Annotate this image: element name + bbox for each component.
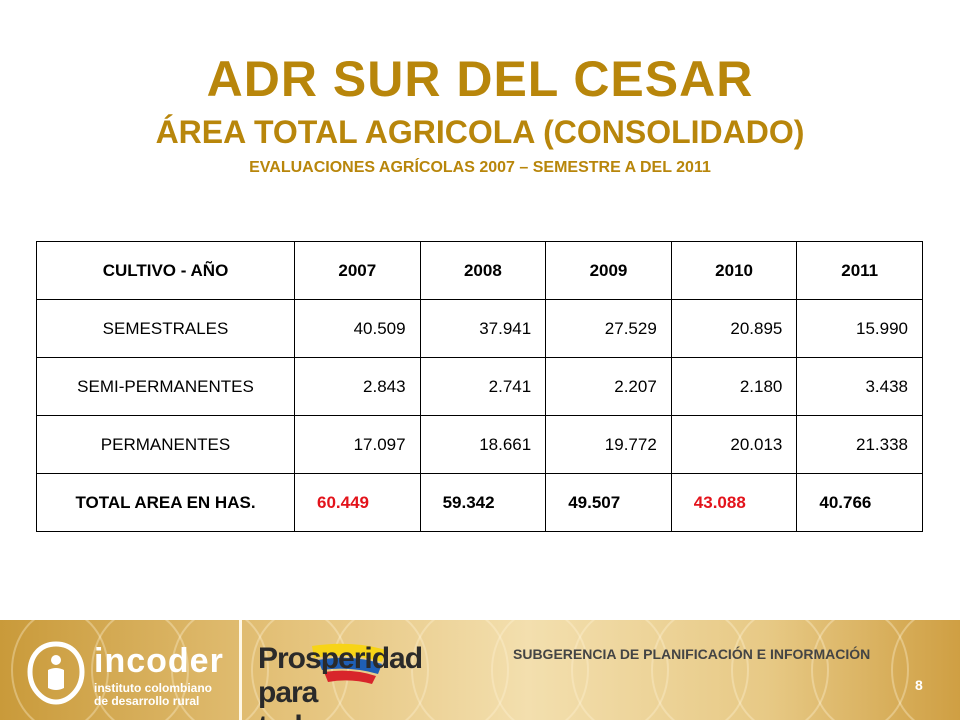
colombia-flag-swoosh-icon: [312, 643, 386, 684]
header-cell: CULTIVO - AÑO: [36, 241, 295, 300]
value-cell: 2.741: [419, 357, 547, 416]
value-cell: 3.438: [796, 357, 923, 416]
header-cell: 2011: [796, 241, 923, 300]
value-cell: 20.895: [670, 299, 798, 358]
page-caption: EVALUACIONES AGRÍCOLAS 2007 – SEMESTRE A…: [249, 159, 711, 176]
table-row: PERMANENTES 17.097 18.661 19.772 20.013 …: [36, 415, 923, 474]
value-cell: 2.180: [670, 357, 798, 416]
title-block: ADR SUR DEL CESAR ÁREA TOTAL AGRICOLA (C…: [0, 48, 960, 180]
footer-banner: incoder instituto colombiano de desarrol…: [0, 620, 960, 720]
slogan-line-2: para todos: [258, 676, 336, 720]
value-cell: 17.097: [294, 415, 421, 474]
subgerencia-label: SUBGERENCIA DE PLANIFICACIÓN E INFORMACI…: [513, 646, 871, 662]
header-cell: 2007: [294, 241, 421, 300]
area-table: CULTIVO - AÑO 2007 2008 2009 2010 2011 S…: [36, 241, 923, 532]
page-title: ADR SUR DEL CESAR: [206, 51, 754, 107]
footer-arc-pattern: [11, 620, 916, 720]
incoder-tagline-1: instituto colombiano: [94, 681, 212, 695]
incoder-wordmark: incoder: [94, 642, 224, 680]
row-label: SEMI-PERMANENTES: [36, 357, 295, 416]
table-header-row: CULTIVO - AÑO 2007 2008 2009 2010 2011: [36, 241, 923, 300]
header-cell: 2010: [670, 241, 798, 300]
page-subtitle: ÁREA TOTAL AGRICOLA (CONSOLIDADO): [155, 114, 805, 150]
value-cell: 27.529: [545, 299, 672, 358]
total-value-cell: 43.088: [670, 473, 798, 532]
incoder-logo-icon: [27, 641, 85, 705]
value-cell: 19.772: [545, 415, 672, 474]
value-cell: 15.990: [796, 299, 923, 358]
value-cell: 40.509: [294, 299, 421, 358]
header-cell: 2009: [545, 241, 672, 300]
table-row: SEMI-PERMANENTES 2.843 2.741 2.207 2.180…: [36, 357, 923, 416]
total-value-cell: 49.507: [545, 473, 672, 532]
table-row: SEMESTRALES 40.509 37.941 27.529 20.895 …: [36, 299, 923, 358]
total-value-cell: 40.766: [796, 473, 923, 532]
slogan-line-1: Prosperidad: [258, 642, 423, 675]
value-cell: 37.941: [419, 299, 547, 358]
total-value-cell: 59.342: [419, 473, 547, 532]
row-label: SEMESTRALES: [36, 299, 295, 358]
row-label: PERMANENTES: [36, 415, 295, 474]
value-cell: 21.338: [796, 415, 923, 474]
value-cell: 20.013: [670, 415, 798, 474]
incoder-tagline-2: de desarrollo rural: [94, 694, 200, 708]
page-number: 8: [915, 677, 923, 693]
value-cell: 2.843: [294, 357, 421, 416]
total-row: TOTAL AREA EN HAS. 60.449 59.342 49.507 …: [36, 473, 923, 532]
header-cell: 2008: [419, 241, 547, 300]
incoder-logo: incoder instituto colombiano de desarrol…: [26, 634, 231, 714]
footer-divider: [239, 620, 242, 720]
value-cell: 18.661: [419, 415, 547, 474]
value-cell: 2.207: [545, 357, 672, 416]
total-value-cell: 60.449: [294, 473, 421, 532]
prosperidad-logo: Prosperidad para todos: [252, 640, 423, 720]
total-label: TOTAL AREA EN HAS.: [36, 473, 295, 532]
